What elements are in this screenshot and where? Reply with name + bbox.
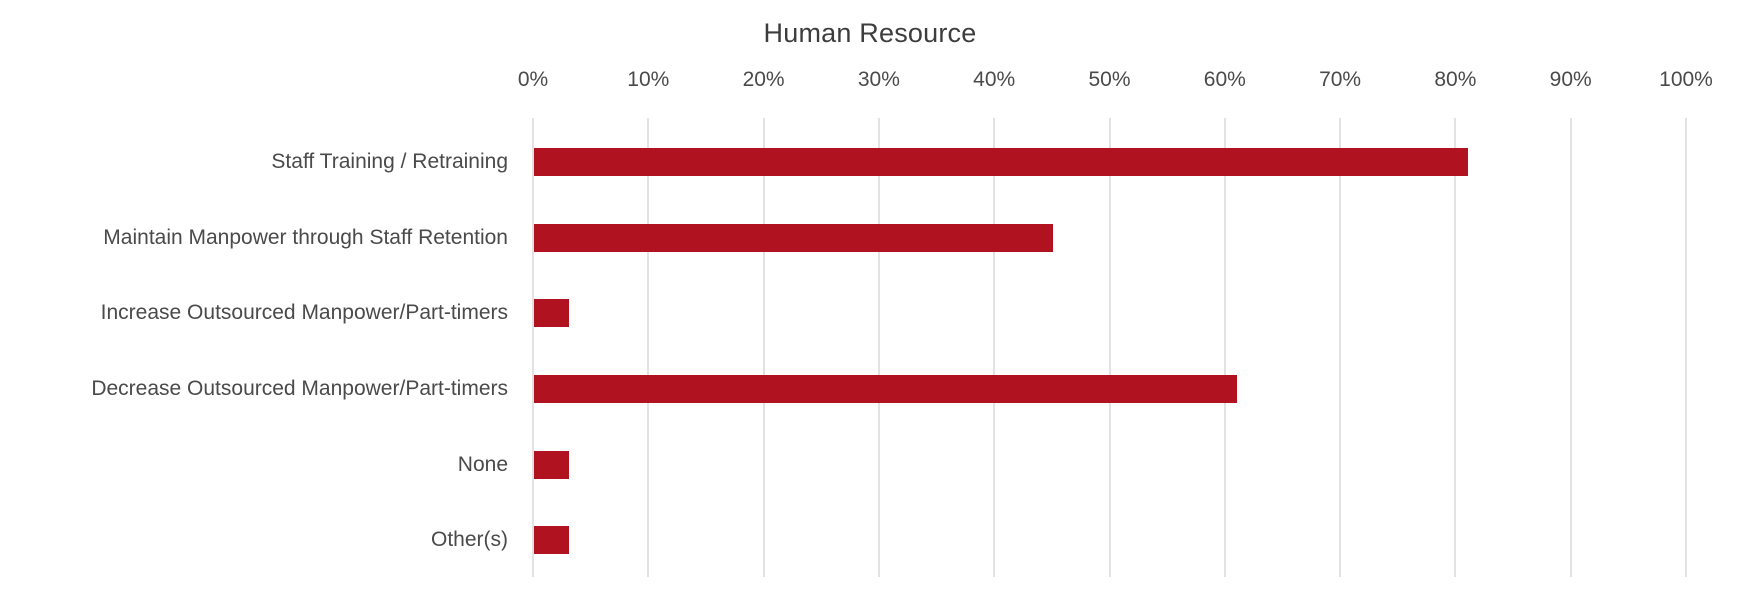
bar-2[interactable] bbox=[534, 223, 1053, 252]
gridline-80 bbox=[1454, 118, 1457, 577]
gridline-20 bbox=[762, 118, 765, 577]
gridline-60 bbox=[1223, 118, 1226, 577]
gridline-40 bbox=[993, 118, 996, 577]
x-tick-label-60: 60% bbox=[1203, 68, 1246, 91]
x-tick-label-80: 80% bbox=[1434, 68, 1477, 91]
category-label-4: Decrease Outsourced Manpower/Part-timers bbox=[91, 376, 508, 400]
x-tick-label-100: 100% bbox=[1659, 68, 1713, 91]
x-tick-label-40: 40% bbox=[973, 68, 1016, 91]
gridline-30 bbox=[877, 118, 880, 577]
gridline-0 bbox=[532, 118, 534, 577]
gridline-100 bbox=[1685, 118, 1687, 577]
bar-4[interactable] bbox=[534, 374, 1238, 403]
x-tick-label-90: 90% bbox=[1549, 68, 1592, 91]
bar-3[interactable] bbox=[534, 299, 569, 328]
bar-6[interactable] bbox=[534, 526, 569, 555]
chart-title: Human Resource bbox=[763, 18, 977, 48]
gridline-70 bbox=[1339, 118, 1342, 577]
x-tick-label-0: 0% bbox=[517, 68, 549, 91]
x-tick-label-10: 10% bbox=[627, 68, 670, 91]
category-label-1: Staff Training / Retraining bbox=[271, 149, 508, 173]
gridline-50 bbox=[1108, 118, 1111, 577]
x-tick-label-70: 70% bbox=[1319, 68, 1362, 91]
gridline-90 bbox=[1569, 118, 1572, 577]
bar-5[interactable] bbox=[534, 450, 569, 479]
category-label-5: None bbox=[457, 452, 508, 476]
x-tick-label-30: 30% bbox=[857, 68, 900, 91]
category-label-3: Increase Outsourced Manpower/Part-timers bbox=[100, 301, 508, 325]
category-label-6: Other(s) bbox=[430, 528, 508, 552]
category-label-2: Maintain Manpower through Staff Retentio… bbox=[103, 225, 508, 249]
x-tick-label-50: 50% bbox=[1088, 68, 1131, 91]
x-tick-label-20: 20% bbox=[742, 68, 785, 91]
gridline-10 bbox=[647, 118, 650, 577]
bar-1[interactable] bbox=[534, 147, 1468, 176]
